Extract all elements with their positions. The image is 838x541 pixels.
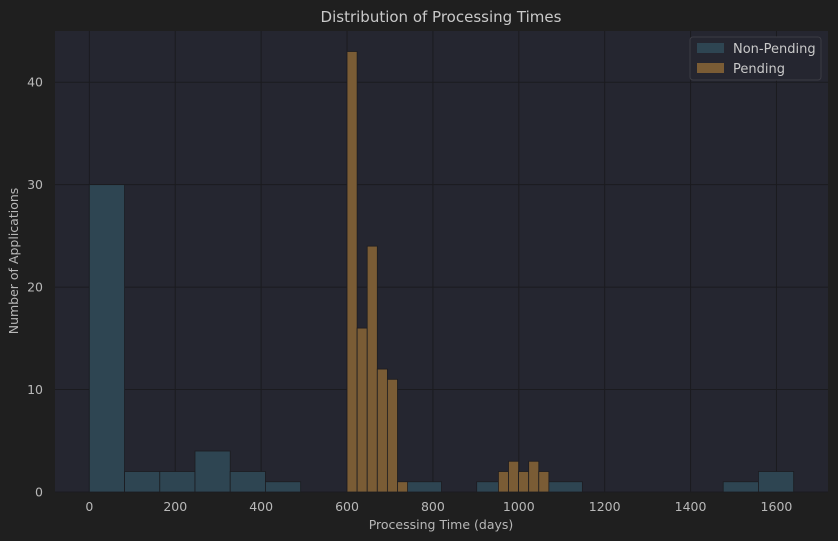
pending-bar [538, 471, 550, 493]
histogram-bars [88, 51, 795, 493]
pending-bar [386, 378, 398, 493]
legend-swatch [697, 63, 724, 73]
non-pending-bars [88, 184, 795, 493]
x-tick-label: 1600 [761, 499, 793, 514]
x-axis-label: Processing Time (days) [369, 517, 514, 532]
non-pending-bar [758, 471, 795, 493]
x-tick-label: 200 [163, 499, 187, 514]
y-tick-label: 30 [27, 177, 43, 192]
pending-bar [518, 471, 530, 493]
chart-title: Distribution of Processing Times [321, 8, 562, 26]
x-tick-label: 1400 [675, 499, 707, 514]
non-pending-bar [88, 184, 125, 493]
non-pending-bar [265, 481, 302, 493]
pending-bar [397, 481, 408, 493]
pending-bar [528, 460, 540, 493]
non-pending-bar [159, 471, 196, 493]
x-tick-label: 1000 [503, 499, 535, 514]
non-pending-bar [405, 481, 442, 493]
y-tick-label: 10 [27, 382, 43, 397]
legend-swatch [697, 43, 724, 53]
pending-bar [376, 368, 388, 493]
pending-bar [498, 471, 509, 493]
non-pending-bar [194, 450, 231, 493]
non-pending-bar [124, 471, 161, 493]
plot-area [55, 31, 828, 492]
x-tick-label: 1200 [589, 499, 621, 514]
y-tick-label: 0 [35, 485, 43, 500]
pending-bar [366, 245, 378, 493]
y-tick-label: 20 [27, 280, 43, 295]
x-tick-label: 600 [335, 499, 359, 514]
legend: Non-Pending Pending [689, 36, 822, 81]
axis-ticks: 0 200 400 600 800 1000 1200 1400 1600 0 10 20 30 40 [27, 75, 792, 514]
pending-bars [346, 51, 550, 493]
non-pending-bar [722, 481, 759, 493]
pending-bar [346, 51, 358, 493]
x-tick-label: 400 [249, 499, 273, 514]
x-tick-label: 800 [421, 499, 445, 514]
x-tick-label: 0 [85, 499, 93, 514]
legend-entry-label: Pending [733, 62, 785, 77]
non-pending-bar [229, 471, 266, 493]
legend-entry-label: Non-Pending [733, 42, 816, 57]
pending-bar [356, 327, 368, 493]
pending-bar [508, 460, 519, 493]
non-pending-bar [546, 481, 583, 493]
y-tick-label: 40 [27, 75, 43, 90]
y-axis-label: Number of Applications [6, 188, 21, 335]
